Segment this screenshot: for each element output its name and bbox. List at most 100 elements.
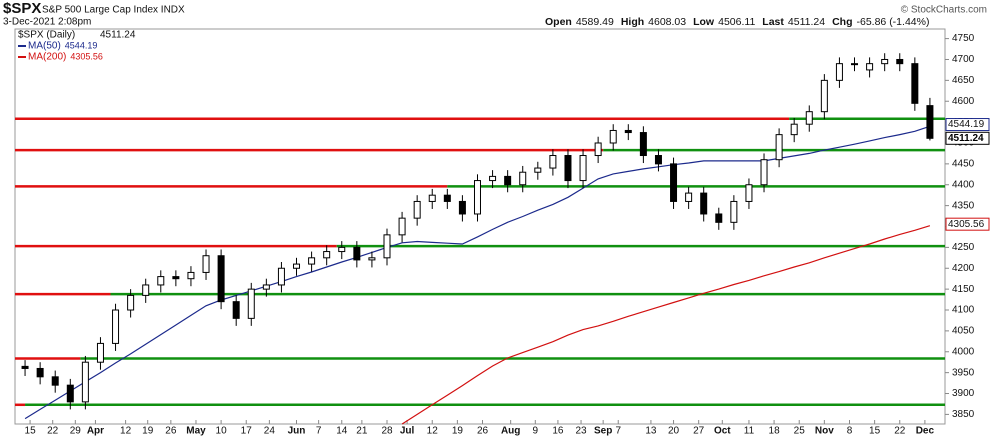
x-tick-label: 9 — [533, 426, 539, 437]
x-tick-label: 10 — [216, 426, 228, 437]
x-tick-label: May — [186, 426, 206, 437]
x-tick-label: 12 — [427, 426, 439, 437]
candle-body — [66, 384, 74, 403]
x-tick-label: 26 — [165, 426, 177, 437]
x-tick-label: 22 — [47, 426, 59, 437]
x-tick-label: 29 — [70, 426, 82, 437]
candle-body — [247, 288, 255, 319]
last-value-box — [945, 217, 990, 231]
x-tick-label: 7 — [615, 426, 621, 437]
candle-body — [549, 155, 557, 169]
candle-body — [760, 159, 768, 186]
x-tick-label: 11 — [744, 426, 755, 437]
candle-body — [534, 167, 542, 173]
x-tick-label: 18 — [769, 426, 781, 437]
x-tick-label: Jun — [288, 426, 306, 437]
candle-body — [187, 271, 195, 280]
candle-body — [624, 129, 632, 134]
y-tick-label: 4250 — [952, 242, 975, 253]
quote-label: Chg — [832, 16, 852, 28]
candle-body — [383, 234, 391, 259]
x-tick-label: Nov — [815, 426, 834, 437]
candle-body — [323, 251, 331, 259]
candle-body — [81, 361, 89, 403]
legend-price-label: $SPX (Daily) — [18, 30, 75, 41]
legend-label: MA(200) — [28, 52, 66, 63]
x-tick-label: Sep — [594, 426, 612, 437]
candle-body — [579, 155, 587, 182]
candle-body — [835, 63, 843, 81]
candle-body — [428, 194, 436, 202]
x-tick-label: 24 — [264, 426, 276, 437]
x-tick-label: 27 — [693, 426, 705, 437]
candle-body — [473, 180, 481, 215]
x-tick-label: 25 — [794, 426, 806, 437]
candle-body — [745, 184, 753, 202]
x-tick-label: Oct — [714, 426, 731, 437]
candle-body — [519, 171, 527, 186]
quote-value: 4511.24 — [788, 16, 825, 28]
candle-body — [293, 263, 301, 269]
quote-label: Last — [762, 16, 784, 28]
candle-body — [911, 63, 919, 104]
legend-value: 4544.19 — [65, 40, 98, 50]
candle-body — [96, 342, 104, 363]
candle-body — [21, 365, 29, 369]
candle-body — [157, 276, 165, 286]
y-tick-label: 3900 — [952, 388, 975, 399]
y-tick-label: 4100 — [952, 305, 975, 316]
chart-title: $SPX — [3, 0, 41, 17]
x-tick-label: 12 — [120, 426, 132, 437]
y-tick-label: 4000 — [952, 346, 975, 357]
x-tick-label: 8 — [847, 426, 853, 437]
x-tick-label: 23 — [575, 426, 587, 437]
x-tick-label: Apr — [87, 426, 104, 437]
candle-body — [715, 213, 723, 223]
candle-body — [851, 63, 859, 66]
chart-date: 3-Dec-2021 2:08pm — [3, 17, 91, 28]
x-tick-label: 19 — [452, 426, 464, 437]
candle-body — [443, 194, 451, 202]
x-tick-label: 7 — [316, 426, 322, 437]
candle-body — [172, 276, 180, 280]
candle-body — [926, 105, 934, 139]
candle-body — [338, 246, 346, 253]
y-tick-label: 4650 — [952, 75, 975, 86]
candle-body — [775, 134, 783, 161]
y-tick-label: 4150 — [952, 284, 975, 295]
candle-body — [368, 257, 376, 261]
candle-body — [504, 175, 512, 186]
candle-body — [866, 63, 874, 71]
y-tick-label: 4200 — [952, 263, 975, 274]
quote-value: 4608.03 — [648, 16, 686, 28]
x-tick-label: 26 — [477, 426, 489, 437]
y-tick-label: 4400 — [952, 179, 975, 190]
y-tick-label: 4600 — [952, 96, 975, 107]
candle-body — [398, 217, 406, 236]
last-value-label: 4305.56 — [948, 219, 985, 230]
legend-price-value: 4511.24 — [100, 30, 136, 41]
y-tick-label: 4700 — [952, 54, 975, 65]
candle-body — [413, 200, 421, 219]
candle-body — [127, 294, 135, 311]
chart-subtitle: S&P 500 Large Cap Index INDX — [42, 5, 185, 16]
candle-body — [36, 367, 44, 378]
x-tick-label: 13 — [645, 426, 657, 437]
quote-value: -65.86 (-1.44%) — [857, 16, 930, 28]
x-tick-label: Dec — [916, 426, 935, 437]
candle-body — [458, 200, 466, 215]
candle-body — [262, 284, 270, 290]
y-tick-label: 4750 — [952, 33, 975, 44]
ma-line — [401, 225, 931, 425]
x-tick-label: 19 — [142, 426, 154, 437]
candle-body — [489, 175, 497, 182]
candle-body — [639, 132, 647, 157]
candle-body — [670, 163, 678, 202]
candle-body — [217, 255, 225, 303]
x-tick-label: Jul — [400, 426, 415, 437]
quote-value: 4589.49 — [576, 16, 614, 28]
candle-body — [881, 58, 889, 65]
candle-body — [820, 79, 828, 113]
candle-body — [353, 246, 361, 261]
